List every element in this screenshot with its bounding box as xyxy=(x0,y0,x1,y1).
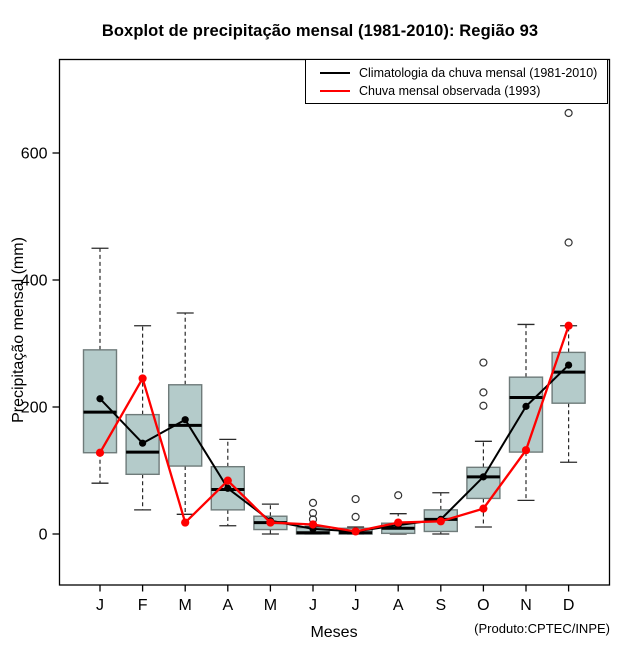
series-point-jan xyxy=(95,448,105,457)
series-point-mar xyxy=(181,518,190,527)
legend: Climatologia da chuva mensal (1981-2010)… xyxy=(305,59,608,104)
credit-text: (Produto:CPTEC/INPE) xyxy=(474,621,610,636)
series-point-out xyxy=(479,504,488,513)
series-point-mai xyxy=(266,518,275,527)
legend-label-observed: Chuva mensal observada (1993) xyxy=(359,83,541,98)
series-point-dez xyxy=(565,361,573,369)
boxplot-dez xyxy=(551,108,586,463)
series-point-ago xyxy=(394,518,403,527)
y-tick-label: 0 xyxy=(39,527,48,544)
y-tick-label: 400 xyxy=(21,273,48,290)
x-tick-label-dez: D xyxy=(563,597,575,614)
outlier-point xyxy=(394,491,403,500)
series-point-fev xyxy=(139,439,147,447)
y-axis-label: Precipitação mensal (mm) xyxy=(10,237,27,423)
x-tick-label-abr: A xyxy=(222,597,233,614)
series-point-abr xyxy=(224,484,232,492)
observed-line-swatch xyxy=(320,89,350,92)
series-point-jun xyxy=(308,520,318,529)
legend-label-climatology: Climatologia da chuva mensal (1981-2010) xyxy=(359,65,598,80)
series-point-jan xyxy=(96,395,104,403)
series-path xyxy=(99,364,570,533)
series-point-nov xyxy=(521,446,531,455)
series-point-mar xyxy=(181,416,189,424)
boxplot-nov xyxy=(508,323,544,501)
series-point-out xyxy=(479,473,487,481)
outlier-point xyxy=(479,401,488,410)
boxplot-jan xyxy=(82,247,118,484)
outlier-point xyxy=(351,494,360,504)
series-point-fev xyxy=(138,374,147,383)
series-point-abr xyxy=(223,476,232,485)
outlier-point xyxy=(308,498,318,507)
x-tick-label-mar: M xyxy=(179,597,192,614)
y-tick-label: 600 xyxy=(21,146,48,163)
series-point-jul xyxy=(351,527,360,536)
chart-title: Boxplot de precipitação mensal (1981-201… xyxy=(101,22,539,40)
y-axis: 0 200 400 600 xyxy=(21,146,60,544)
iqr-box xyxy=(508,376,544,453)
observed-line xyxy=(95,321,573,536)
series-point-nov xyxy=(522,402,530,410)
outlier-point xyxy=(564,108,573,118)
x-tick-label-out: O xyxy=(477,597,489,614)
outlier-point xyxy=(479,388,488,397)
series-point-dez xyxy=(564,321,573,330)
x-tick-label-mai: M xyxy=(264,597,277,614)
legend-item-climatology: Climatologia da chuva mensal (1981-2010) xyxy=(320,66,607,80)
climatology-line-swatch xyxy=(320,71,350,74)
x-tick-label-set: S xyxy=(435,597,446,614)
x-tick-label-jun: J xyxy=(309,597,317,614)
legend-item-observed: Chuva mensal observada (1993) xyxy=(320,84,607,98)
x-tick-label-jul: J xyxy=(352,597,360,614)
outlier-point xyxy=(351,512,360,521)
outlier-point xyxy=(479,358,488,367)
boxplot-set xyxy=(423,492,458,535)
series-path xyxy=(99,325,570,533)
outlier-point xyxy=(308,508,318,518)
x-tick-label-jan: J xyxy=(96,597,104,614)
boxplot-out xyxy=(466,358,501,528)
x-tick-label-nov: N xyxy=(520,597,532,614)
outlier-point xyxy=(564,238,573,247)
x-tick-label-ago: A xyxy=(393,597,404,614)
x-tick-label-fev: F xyxy=(138,597,148,614)
x-axis-label: Meses xyxy=(310,624,358,641)
climatology-line xyxy=(96,361,573,536)
y-tick-label: 200 xyxy=(21,400,48,417)
series-point-set xyxy=(436,517,445,526)
